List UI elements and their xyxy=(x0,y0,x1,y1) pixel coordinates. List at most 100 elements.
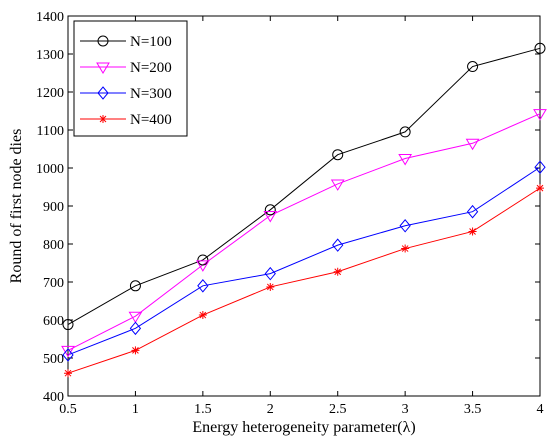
series-line-2 xyxy=(67,113,541,351)
data-point-series-4 xyxy=(131,346,140,355)
data-point-series-3 xyxy=(62,348,74,362)
data-point-series-1-shape xyxy=(399,126,411,138)
data-point-series-2-shape xyxy=(465,138,480,151)
data-point-series-1 xyxy=(332,149,344,161)
data-point-series-1 xyxy=(399,126,411,138)
data-point-series-2 xyxy=(61,345,75,358)
legend-label: N=400 xyxy=(130,112,172,128)
data-point-series-1-shape xyxy=(62,319,74,331)
data-point-series-4 xyxy=(198,311,207,320)
data-point-series-3-shape xyxy=(466,204,479,219)
data-point-series-1 xyxy=(197,254,209,266)
series-markers xyxy=(61,42,547,378)
x-tick-label: 0.5 xyxy=(59,402,77,417)
data-point-series-2 xyxy=(263,211,278,223)
data-point-series-4 xyxy=(536,184,544,193)
data-point-series-4-shape xyxy=(333,267,342,276)
data-point-series-2-shape xyxy=(533,109,547,121)
data-point-series-4 xyxy=(64,369,72,378)
data-point-series-3-shape xyxy=(534,160,546,175)
data-point-series-2 xyxy=(128,311,143,324)
x-tick-label: 2 xyxy=(267,402,274,417)
data-point-series-4-shape xyxy=(64,369,72,378)
x-tick-label: 1.5 xyxy=(194,402,212,417)
data-point-series-1-shape xyxy=(332,149,344,161)
legend-label: N=200 xyxy=(130,60,172,76)
data-point-series-3 xyxy=(264,266,276,281)
data-point-series-3-shape xyxy=(62,348,74,362)
legend-marker-shape xyxy=(96,62,110,74)
data-point-series-4-shape xyxy=(131,346,140,355)
y-axis-label: Round of first node dies xyxy=(8,129,25,284)
data-point-series-1-shape xyxy=(129,280,141,292)
data-point-series-1 xyxy=(264,204,276,216)
data-point-series-4 xyxy=(333,267,342,276)
data-point-series-2-shape xyxy=(195,260,210,272)
legend-marker-shape xyxy=(97,86,109,100)
data-point-series-3-shape xyxy=(129,321,142,336)
data-point-series-2 xyxy=(465,138,480,151)
data-point-series-4-shape xyxy=(536,184,544,193)
data-point-series-4-shape xyxy=(266,282,275,291)
data-point-series-2-shape xyxy=(61,345,75,358)
data-point-series-2-shape xyxy=(398,154,413,166)
data-point-series-2-shape xyxy=(330,179,345,191)
legend-marker xyxy=(99,115,107,123)
legend-label: N=100 xyxy=(130,34,172,50)
data-point-series-1-shape xyxy=(264,204,276,216)
y-tick-label: 1400 xyxy=(36,10,64,25)
data-point-series-3 xyxy=(399,218,411,233)
data-point-series-1 xyxy=(467,61,479,73)
data-point-series-4-shape xyxy=(198,311,207,320)
data-point-series-3 xyxy=(534,160,546,175)
data-point-series-3-shape xyxy=(197,279,209,293)
legend-marker-shape xyxy=(99,115,107,123)
legend-marker xyxy=(96,62,110,74)
data-point-series-1 xyxy=(534,42,546,54)
y-tick-label: 1200 xyxy=(36,86,64,101)
data-point-series-1 xyxy=(62,319,74,331)
x-tick-label: 3.5 xyxy=(464,402,482,417)
data-point-series-3 xyxy=(129,321,142,336)
data-point-series-1-shape xyxy=(197,254,209,266)
y-tick-label: 1300 xyxy=(36,48,64,63)
legend: N=100 N=200 N=300 N=400 xyxy=(73,20,188,137)
series-line-1 xyxy=(67,47,541,325)
x-tick-label: 1 xyxy=(132,402,139,417)
legend-box xyxy=(73,20,188,137)
data-point-series-2-shape xyxy=(263,211,278,223)
x-tick-label: 4 xyxy=(537,402,544,417)
data-point-series-1-shape xyxy=(534,42,546,54)
data-point-series-2 xyxy=(195,260,210,272)
legend-marker xyxy=(97,35,109,47)
legend-marker-shape xyxy=(97,35,109,47)
legend-marker xyxy=(97,86,109,100)
data-point-series-4 xyxy=(266,282,275,291)
data-point-series-3-shape xyxy=(332,238,344,252)
data-point-series-3 xyxy=(466,204,479,219)
data-point-series-4 xyxy=(401,244,410,253)
y-tick-label: 500 xyxy=(43,352,64,367)
y-tick-label: 600 xyxy=(43,314,64,329)
data-point-series-3-shape xyxy=(399,218,411,233)
y-tick-label: 900 xyxy=(43,200,64,215)
data-point-series-2 xyxy=(533,109,547,121)
data-point-series-2 xyxy=(398,154,413,166)
x-axis-label: Energy heterogeneity parameter(λ) xyxy=(192,419,415,436)
data-point-series-4 xyxy=(468,227,477,236)
data-point-series-1-shape xyxy=(467,61,479,73)
legend-label: N=300 xyxy=(130,86,172,102)
data-point-series-3-shape xyxy=(264,266,276,281)
y-tick-label: 1100 xyxy=(37,124,64,139)
axis-ticks: 0.5 1 1.5 2 2.5 3 3.5 4 400 500 600 700 800 900 1000 11… xyxy=(36,10,544,417)
series-line-4 xyxy=(67,187,541,374)
data-point-series-3 xyxy=(332,238,344,252)
x-tick-label: 2.5 xyxy=(329,402,347,417)
y-tick-label: 800 xyxy=(43,238,64,253)
y-tick-label: 700 xyxy=(43,276,64,291)
data-point-series-2 xyxy=(330,179,345,191)
data-point-series-1 xyxy=(129,280,141,292)
data-point-series-4-shape xyxy=(468,227,477,236)
series-line-3 xyxy=(67,166,541,356)
